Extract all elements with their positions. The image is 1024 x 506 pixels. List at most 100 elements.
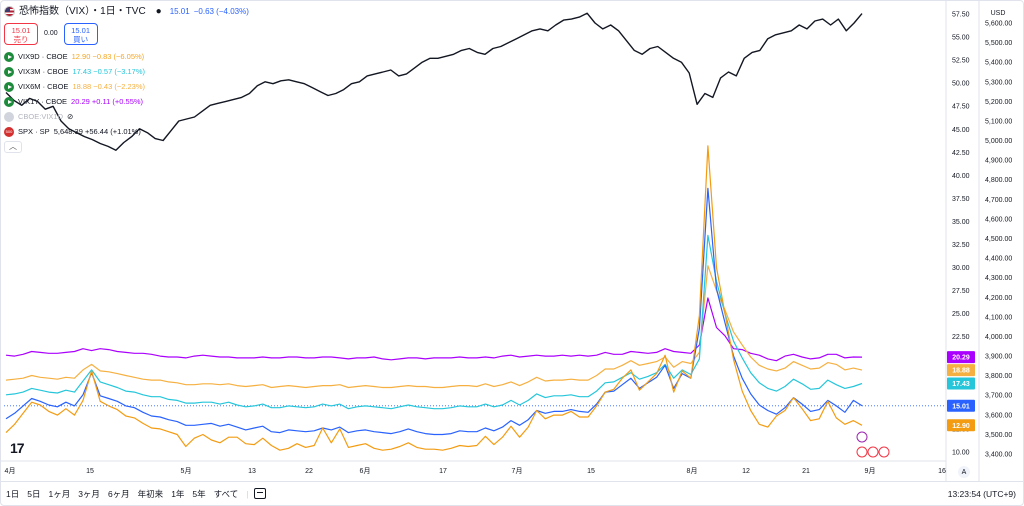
spx-axis-tick: 5,600.00 xyxy=(985,21,1012,28)
vix-axis-tick: 32.50 xyxy=(952,242,970,249)
price-badge xyxy=(947,399,975,412)
currency-label[interactable]: USD xyxy=(990,9,1006,17)
x-axis-tick: 9月 xyxy=(865,467,876,475)
play-icon[interactable] xyxy=(4,96,14,107)
spx-axis-tick: 4,500.00 xyxy=(985,236,1012,243)
legend-series-list: VIX9D · CBOE 12.90 −0.83 (−6.05%) VIX3M · … xyxy=(4,49,249,109)
legend-row-vix1d[interactable]: CBOE:VIX1D ⊘ xyxy=(4,109,249,124)
vix-axis-tick: 30.00 xyxy=(952,265,970,272)
eye-hidden-icon[interactable]: ⊘ xyxy=(67,111,74,121)
symbol-title[interactable]: 恐怖指数（VIX）・1日・TVC xyxy=(19,5,146,17)
spx-axis-tick: 4,700.00 xyxy=(985,197,1012,204)
range-button[interactable]: 1ヶ月 xyxy=(48,488,71,499)
series-line xyxy=(5,297,863,362)
range-button[interactable]: 1年 xyxy=(171,488,185,499)
us-flag-icon xyxy=(4,6,15,17)
collapse-legend-icon[interactable]: ︿ xyxy=(4,141,22,153)
spx-axis-tick: 4,100.00 xyxy=(985,314,1012,321)
economic-event-icon xyxy=(878,446,890,458)
sell-label: 売り xyxy=(13,35,29,44)
spx-axis-tick: 4,600.00 xyxy=(985,216,1012,223)
price-badge xyxy=(947,377,975,390)
legend-main-row: 恐怖指数（VIX）・1日・TVC ● 15.01 −0.63 (−4.03%) xyxy=(4,4,249,19)
legend-panel: 恐怖指数（VIX）・1日・TVC ● 15.01 −0.63 (−4.03%) … xyxy=(4,4,249,153)
price-badge-label: 15.01 xyxy=(952,403,970,410)
legend-series-value: 18.88 −0.43 (−2.23%) xyxy=(72,81,145,91)
range-button[interactable]: 1日 xyxy=(6,488,20,499)
price-badge-label: 12.90 xyxy=(952,423,970,430)
main-last: 15.01 xyxy=(169,6,190,16)
x-axis-tick: 21 xyxy=(802,468,810,475)
series-line xyxy=(5,145,863,451)
play-icon[interactable] xyxy=(4,66,14,77)
legend-series-name: VIX3M · CBOE xyxy=(18,66,69,76)
buy-button[interactable]: 15.01 買い xyxy=(63,23,98,45)
vix-axis-tick: 25.00 xyxy=(952,311,970,318)
spx-axis-tick: 4,300.00 xyxy=(985,275,1012,282)
spx-axis-tick: 4,800.00 xyxy=(985,177,1012,184)
spx-axis-tick: 3,600.00 xyxy=(985,412,1012,419)
spx-axis-tick: 3,900.00 xyxy=(985,354,1012,361)
series-line xyxy=(5,12,863,152)
x-axis-tick: 7月 xyxy=(512,467,523,475)
x-axis-tick: 15 xyxy=(587,468,595,475)
vix-axis-tick: 10.00 xyxy=(952,450,970,457)
clock-readout[interactable]: 13:23:54 (UTC+9) xyxy=(947,489,1016,499)
legend-row[interactable]: VIX1Y · CBOE 20.29 +0.11 (+0.55%) xyxy=(4,94,249,109)
play-icon[interactable] xyxy=(4,51,14,62)
price-badge xyxy=(947,364,975,377)
spx-axis-tick: 5,400.00 xyxy=(985,60,1012,67)
auto-scale-button[interactable]: A xyxy=(958,466,970,478)
series-line xyxy=(5,187,863,436)
legend-row[interactable]: VIX9D · CBOE 12.90 −0.83 (−6.05%) xyxy=(4,49,249,64)
economic-event-icon xyxy=(856,446,868,458)
tradingview-logo[interactable]: 17 xyxy=(10,440,25,456)
legend-series-value: 20.29 +0.11 (+0.55%) xyxy=(71,96,144,106)
legend-row[interactable]: VIX3M · CBOE 17.43 −0.57 (−3.17%) xyxy=(4,64,249,79)
calendar-icon[interactable] xyxy=(254,488,267,499)
legend-series-name: VIX6M · CBOE xyxy=(18,81,69,91)
price-badge xyxy=(947,419,975,432)
series-line xyxy=(5,234,863,410)
x-axis-tick: 6月 xyxy=(360,467,371,475)
spx-axis-tick: 5,200.00 xyxy=(985,99,1012,106)
legend-series-value: 17.43 −0.57 (−3.17%) xyxy=(72,66,145,76)
legend-spx-name: SPX · SP xyxy=(18,126,50,136)
vix-axis-tick: 57.50 xyxy=(952,12,970,19)
trade-buttons: 15.01 売り 0.00 15.01 買い xyxy=(4,23,249,45)
price-badge xyxy=(947,351,975,364)
range-button[interactable]: 年初来 xyxy=(137,488,164,499)
spx-axis-tick: 3,800.00 xyxy=(985,373,1012,380)
range-button[interactable]: 5日 xyxy=(27,488,41,499)
range-button[interactable]: 5年 xyxy=(192,488,206,499)
divider: | xyxy=(246,488,249,499)
range-button[interactable]: 6ヶ月 xyxy=(107,488,130,499)
spx-axis-tick: 4,000.00 xyxy=(985,334,1012,341)
bottom-toolbar: 1日 5日 1ヶ月 3ヶ月 6ヶ月 年初来 1年 5年 すべて | 13:23:54 (UTC+… xyxy=(0,481,1024,505)
vix-axis-tick: 35.00 xyxy=(952,219,970,226)
main-change: −0.63 (−4.03%) xyxy=(193,6,249,16)
x-axis-tick: 17 xyxy=(439,468,447,475)
chart-canvas[interactable]: 10.0012.5015.0017.5020.0022.5025.0027.50… xyxy=(0,0,1024,482)
spx-axis-tick: 5,300.00 xyxy=(985,79,1012,86)
vix-axis-tick: 37.50 xyxy=(952,196,970,203)
spx-axis-tick: 3,700.00 xyxy=(985,393,1012,400)
vix-axis-tick: 22.50 xyxy=(952,334,970,341)
economic-event-icon xyxy=(867,446,879,458)
event-marker-icon xyxy=(856,431,868,443)
symbol-status-icon[interactable]: ● xyxy=(155,5,162,17)
price-badge-label: 18.88 xyxy=(952,368,970,375)
vix-axis-tick: 52.50 xyxy=(952,58,970,65)
legend-row[interactable]: VIX6M · CBOE 18.88 −0.43 (−2.23%) xyxy=(4,79,249,94)
play-icon[interactable] xyxy=(4,81,14,92)
x-axis-tick: 12 xyxy=(742,468,750,475)
range-button[interactable]: 3ヶ月 xyxy=(78,488,100,499)
x-axis-tick: 13 xyxy=(248,468,256,475)
legend-row-spx[interactable]: 500 SPX · SP 5,648.39 +56.44 (+1.01%) xyxy=(4,124,249,139)
legend-series-name: VIX9D · CBOE xyxy=(18,51,68,61)
spx-axis-tick: 4,200.00 xyxy=(985,295,1012,302)
sell-button[interactable]: 15.01 売り xyxy=(4,23,38,45)
series-line xyxy=(5,265,863,389)
legend-series-value: 12.90 −0.83 (−6.05%) xyxy=(71,51,145,61)
range-button[interactable]: すべて xyxy=(213,488,239,499)
